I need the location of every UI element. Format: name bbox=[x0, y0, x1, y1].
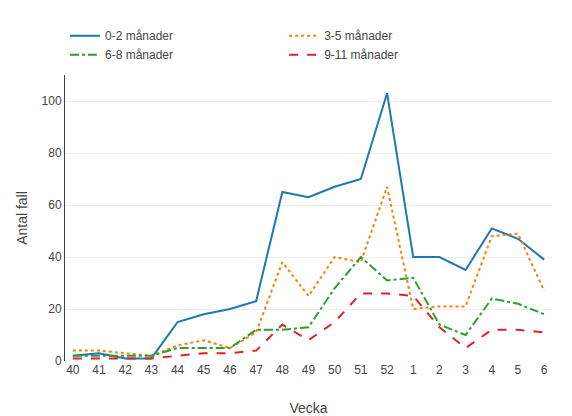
svg-text:51: 51 bbox=[354, 363, 368, 377]
svg-text:0-2 månader: 0-2 månader bbox=[105, 29, 173, 43]
svg-text:3-5 månader: 3-5 månader bbox=[324, 29, 392, 43]
svg-text:40: 40 bbox=[66, 363, 80, 377]
svg-text:60: 60 bbox=[48, 198, 62, 212]
svg-text:0: 0 bbox=[55, 354, 62, 368]
svg-text:9-11 månader: 9-11 månader bbox=[324, 48, 398, 62]
svg-text:47: 47 bbox=[249, 363, 263, 377]
svg-text:49: 49 bbox=[302, 363, 316, 377]
svg-text:100: 100 bbox=[42, 94, 62, 108]
svg-text:3: 3 bbox=[462, 363, 469, 377]
svg-text:Antal fall: Antal fall bbox=[14, 191, 30, 245]
svg-text:80: 80 bbox=[48, 146, 62, 160]
svg-text:20: 20 bbox=[48, 302, 62, 316]
svg-text:6-8 månader: 6-8 månader bbox=[105, 48, 173, 62]
svg-text:2: 2 bbox=[436, 363, 443, 377]
svg-text:Vecka: Vecka bbox=[289, 400, 327, 416]
svg-text:5: 5 bbox=[515, 363, 522, 377]
svg-text:6: 6 bbox=[541, 363, 548, 377]
svg-text:43: 43 bbox=[145, 363, 159, 377]
svg-text:41: 41 bbox=[92, 363, 106, 377]
svg-text:4: 4 bbox=[488, 363, 495, 377]
svg-text:1: 1 bbox=[410, 363, 417, 377]
svg-text:44: 44 bbox=[171, 363, 185, 377]
svg-text:40: 40 bbox=[48, 250, 62, 264]
svg-text:50: 50 bbox=[328, 363, 342, 377]
svg-text:42: 42 bbox=[119, 363, 133, 377]
svg-text:48: 48 bbox=[276, 363, 290, 377]
svg-text:46: 46 bbox=[223, 363, 237, 377]
svg-text:52: 52 bbox=[380, 363, 394, 377]
svg-text:45: 45 bbox=[197, 363, 211, 377]
